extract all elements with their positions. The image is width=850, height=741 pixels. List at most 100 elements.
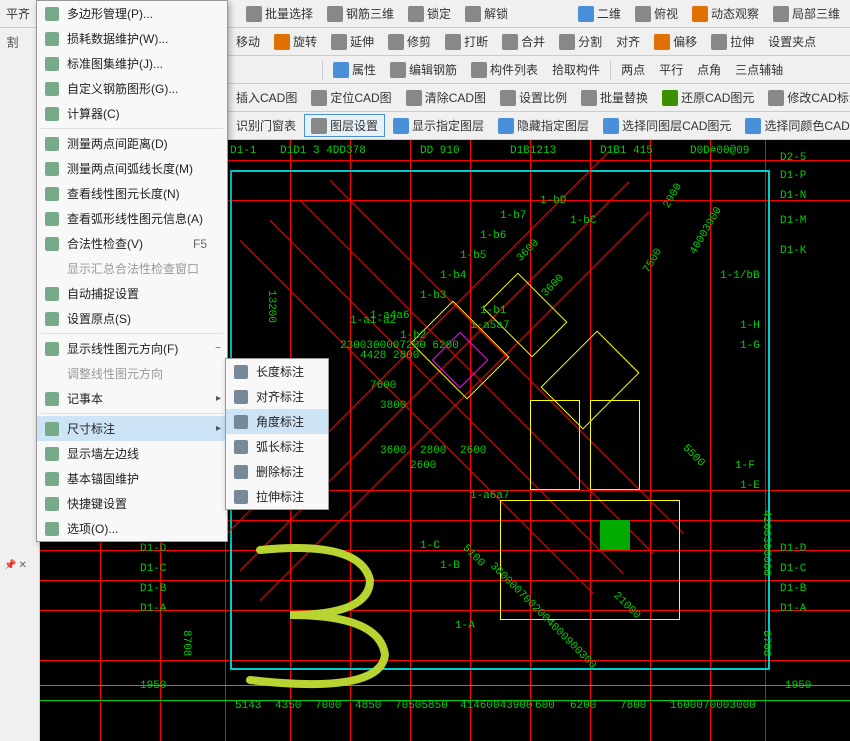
dim-label: 3800 xyxy=(380,400,406,412)
tb-props[interactable]: 属性 xyxy=(327,59,382,80)
tb-list[interactable]: 构件列表 xyxy=(465,59,544,80)
menu-item[interactable]: 测量两点间弧线长度(M) xyxy=(37,156,227,181)
menu-item[interactable]: 尺寸标注▸ xyxy=(37,416,227,441)
tb-batch-select[interactable]: 批量选择 xyxy=(240,3,319,24)
grid-label: 1-C xyxy=(420,540,440,552)
tb-insert-cad[interactable]: 插入CAD图 xyxy=(230,87,303,108)
align-dim-icon xyxy=(232,389,250,405)
tb-stretch[interactable]: 拉伸 xyxy=(705,31,760,52)
tb-batch-replace[interactable]: 批量替换 xyxy=(575,87,654,108)
menu-item[interactable]: 计算器(C) xyxy=(37,101,227,126)
submenu-item[interactable]: 弧长标注 xyxy=(226,434,328,459)
menu-item[interactable]: 合法性检查(V)F5 xyxy=(37,231,227,256)
origin-icon xyxy=(43,311,61,327)
arc-dim-icon xyxy=(232,439,250,455)
2d-icon xyxy=(578,6,594,22)
tb-top-view[interactable]: 俯视 xyxy=(629,3,684,24)
atlas-icon xyxy=(43,56,61,72)
tb-layer-settings[interactable]: 图层设置 xyxy=(304,114,385,137)
tb-parallel[interactable]: 平行 xyxy=(653,59,689,80)
tb-clear-cad[interactable]: 清除CAD图 xyxy=(400,87,492,108)
close2-icon[interactable]: ✕ xyxy=(18,560,26,571)
tb-hide-layer[interactable]: 隐藏指定图层 xyxy=(492,115,595,136)
menu-item[interactable]: 显示墙左边线 xyxy=(37,441,227,466)
menu-item[interactable]: 查看线性图元长度(N) xyxy=(37,181,227,206)
menu-item[interactable]: 测量两点间距离(D) xyxy=(37,131,227,156)
stretch-icon xyxy=(711,34,727,50)
submenu-item[interactable]: 角度标注 xyxy=(226,409,328,434)
tb-pick[interactable]: 拾取构件 xyxy=(546,59,606,80)
replace-icon xyxy=(581,90,597,106)
tb-select-layer[interactable]: 选择同图层CAD图元 xyxy=(597,115,737,136)
menu-item-label: 计算器(C) xyxy=(67,105,120,122)
submenu-item[interactable]: 删除标注 xyxy=(226,459,328,484)
submenu-item[interactable]: 拉伸标注 xyxy=(226,484,328,509)
menu-item[interactable]: 自定义钢筋图形(G)... xyxy=(37,76,227,101)
menu-item[interactable]: 多边形管理(P)... xyxy=(37,1,227,26)
delete-dim-icon xyxy=(232,464,250,480)
menu-item-label: 标准图集维护(J)... xyxy=(67,55,163,72)
tb-align[interactable]: 平齐 xyxy=(0,3,36,24)
tb-lock[interactable]: 锁定 xyxy=(402,3,457,24)
tb-split[interactable]: 分割 xyxy=(553,31,608,52)
dim-label: 1600070003000 xyxy=(670,700,756,712)
pin2-icon[interactable]: 📌 xyxy=(4,560,16,571)
maintenance-icon xyxy=(43,31,61,47)
dim-label: 4850 xyxy=(355,700,381,712)
tb-restore-cad[interactable]: 还原CAD图元 xyxy=(656,87,760,108)
shortcut-icon xyxy=(43,496,61,512)
tb-modify-dim[interactable]: 修改CAD标注 xyxy=(762,87,850,108)
tb-rebar-3d[interactable]: 钢筋三维 xyxy=(321,3,400,24)
tb-break[interactable]: 打断 xyxy=(439,31,494,52)
tb-unlock[interactable]: 解锁 xyxy=(459,3,514,24)
tb-join[interactable]: 合并 xyxy=(496,31,551,52)
menu-item-label: 记事本 xyxy=(67,390,103,407)
menu-item[interactable]: 标准图集维护(J)... xyxy=(37,51,227,76)
menu-item[interactable]: 记事本▸ xyxy=(37,386,227,411)
menu-item[interactable]: 快捷键设置 xyxy=(37,491,227,516)
wall-icon xyxy=(43,446,61,462)
menu-shortcut: F5 xyxy=(193,237,207,251)
submenu-item-label: 对齐标注 xyxy=(256,388,304,405)
menu-item[interactable]: 损耗数据维护(W)... xyxy=(37,26,227,51)
menu-item[interactable]: 显示线性图元方向(F)~ xyxy=(37,336,227,361)
tb-local-3d[interactable]: 局部三维 xyxy=(767,3,846,24)
menu-item-label: 快捷键设置 xyxy=(67,495,127,512)
submenu-item[interactable]: 长度标注 xyxy=(226,359,328,384)
tb-edit-rebar[interactable]: 编辑钢筋 xyxy=(384,59,463,80)
measure-arc-icon xyxy=(43,161,61,177)
tb-grip[interactable]: 设置夹点 xyxy=(762,31,822,52)
tb-move[interactable]: 移动 xyxy=(230,31,266,52)
submenu-item[interactable]: 对齐标注 xyxy=(226,384,328,409)
tb-show-layer[interactable]: 显示指定图层 xyxy=(387,115,490,136)
menu-item[interactable]: 选项(O)... xyxy=(37,516,227,541)
axis-label: D1-A xyxy=(780,603,806,615)
hidelayer-icon xyxy=(498,118,514,134)
tb-three-point[interactable]: 三点辅轴 xyxy=(729,59,789,80)
menu-item[interactable]: 基本锚固维护 xyxy=(37,466,227,491)
dimension-icon xyxy=(43,421,61,437)
tb-align[interactable]: 对齐 xyxy=(610,31,646,52)
tb-select-color[interactable]: 选择同颜色CAD图元 xyxy=(739,115,850,136)
tb-scale[interactable]: 设置比例 xyxy=(494,87,573,108)
menu-item-label: 查看弧形线性图元信息(A) xyxy=(67,210,203,227)
dim-label: 8708 xyxy=(180,630,192,656)
menu-item[interactable]: 自动捕捉设置 xyxy=(37,281,227,306)
tb-recognize[interactable]: 识别门窗表 xyxy=(230,115,302,136)
tb-orbit[interactable]: 动态观察 xyxy=(686,3,765,24)
left-tab-cut[interactable]: 割 xyxy=(0,28,25,56)
tb-locate-cad[interactable]: 定位CAD图 xyxy=(305,87,397,108)
tb-offset[interactable]: 偏移 xyxy=(648,31,703,52)
tb-two-point[interactable]: 两点 xyxy=(615,59,651,80)
axis-label: D1-1 xyxy=(230,145,256,157)
tb-extend[interactable]: 延伸 xyxy=(325,31,380,52)
menu-item[interactable]: 查看弧形线性图元信息(A) xyxy=(37,206,227,231)
tb-point-angle[interactable]: 点角 xyxy=(691,59,727,80)
tb-2d[interactable]: 二维 xyxy=(572,3,627,24)
tb-trim[interactable]: 修剪 xyxy=(382,31,437,52)
lock-icon xyxy=(408,6,424,22)
props-icon xyxy=(333,62,349,78)
grid-label: 1-B xyxy=(440,560,460,572)
tb-rotate[interactable]: 旋转 xyxy=(268,31,323,52)
menu-item[interactable]: 设置原点(S) xyxy=(37,306,227,331)
